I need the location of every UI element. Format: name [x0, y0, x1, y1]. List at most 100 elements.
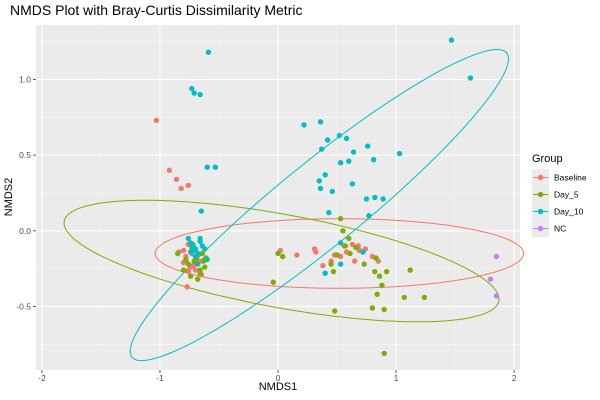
- point-day-5: [421, 294, 428, 301]
- point-day-10: [316, 178, 322, 184]
- point-day-10: [337, 160, 344, 166]
- y-axis-title: NMDS2: [3, 178, 15, 217]
- y-tick-label: -0.5: [16, 301, 31, 311]
- y-tick-label: 0.0: [19, 226, 31, 236]
- point-baseline: [311, 246, 318, 252]
- point-day-10: [205, 49, 212, 55]
- point-day-10: [301, 122, 307, 128]
- point-day-5: [353, 244, 359, 251]
- point-day-5: [401, 294, 407, 301]
- grid-major: [36, 25, 520, 370]
- legend-label-day-10: Day_10: [554, 207, 584, 217]
- point-baseline: [166, 167, 173, 173]
- legend-items: Baseline Day_5 Day_10 NC: [532, 169, 587, 237]
- point-day-10: [349, 181, 356, 187]
- point-day-5: [379, 282, 385, 288]
- point-baseline: [153, 117, 160, 124]
- point-day-10: [192, 253, 199, 260]
- point-day-10: [337, 261, 344, 267]
- point-day-10: [189, 85, 195, 92]
- point-day-5: [185, 261, 191, 267]
- point-day-5: [197, 270, 203, 276]
- point-day-5: [183, 256, 189, 263]
- point-day-5: [332, 308, 338, 314]
- point-day-10: [337, 240, 344, 246]
- point-day-5: [330, 268, 337, 275]
- point-day-5: [270, 279, 276, 285]
- point-day-10: [343, 135, 350, 142]
- point-day-5: [340, 228, 346, 234]
- x-tick-label: -1: [156, 373, 164, 383]
- point-baseline: [180, 247, 187, 254]
- point-day-10: [202, 246, 208, 252]
- point-day-5: [374, 291, 380, 297]
- point-baseline: [192, 267, 199, 273]
- point-day-5: [381, 306, 387, 313]
- y-axis-ticks: -0.5 0.0 0.5 1.0: [16, 74, 36, 311]
- x-axis-title: NMDS1: [259, 381, 298, 393]
- point-day-10: [197, 235, 203, 242]
- ellipse-day-5: [63, 199, 500, 323]
- point-day-5: [328, 261, 334, 267]
- point-day-5: [280, 253, 286, 260]
- point-day-10: [329, 188, 335, 195]
- x-tick-label: 1: [394, 373, 399, 383]
- point-baseline: [185, 182, 191, 189]
- point-day-5: [275, 250, 281, 257]
- legend-point-nc: [537, 225, 544, 232]
- legend-point-baseline: [537, 174, 544, 181]
- point-day-5: [342, 243, 348, 249]
- legend-point-day-5: [537, 191, 544, 198]
- point-day-10: [366, 213, 372, 219]
- point-day-10: [350, 149, 357, 155]
- point-day-10: [319, 146, 325, 152]
- legend-label-baseline: Baseline: [554, 173, 587, 183]
- point-day-5: [175, 250, 181, 257]
- x-tick-label: -2: [38, 373, 46, 383]
- point-day-10: [467, 75, 474, 81]
- point-day-10: [370, 157, 377, 163]
- point-day-10: [336, 132, 343, 139]
- point-day-5: [373, 255, 379, 261]
- point-day-5: [187, 273, 194, 279]
- point-day-10: [363, 196, 370, 202]
- point-day-5: [369, 305, 376, 311]
- point-day-10: [212, 164, 219, 170]
- x-axis-ticks: -2 -1 0 1 2: [38, 370, 517, 383]
- point-day-5: [383, 268, 390, 275]
- point-day-10: [204, 164, 210, 170]
- point-day-5: [202, 264, 208, 270]
- point-day-10: [346, 158, 352, 164]
- point-day-5: [199, 250, 206, 257]
- confidence-ellipses: [63, 48, 525, 362]
- point-day-10: [317, 119, 324, 125]
- point-day-10: [380, 196, 386, 202]
- point-day-5: [407, 267, 413, 273]
- point-day-10: [198, 208, 204, 214]
- point-day-10: [396, 150, 403, 157]
- point-day-10: [191, 90, 197, 96]
- y-tick-label: 0.5: [19, 150, 31, 160]
- point-day-10: [448, 37, 455, 43]
- point-day-5: [337, 216, 344, 222]
- legend-point-day-10: [537, 208, 544, 215]
- point-day-10: [322, 172, 328, 178]
- point-baseline: [294, 252, 300, 258]
- legend-label-day-5: Day_5: [554, 190, 579, 200]
- point-day-5: [191, 258, 197, 264]
- legend: Group Baseline Day_5 Day_10 NC: [532, 153, 587, 237]
- point-baseline: [184, 284, 190, 290]
- point-day-5: [195, 276, 201, 282]
- point-day-10: [322, 270, 328, 276]
- point-nc: [487, 276, 494, 282]
- legend-title: Group: [532, 153, 563, 165]
- point-day-5: [347, 250, 353, 257]
- point-day-10: [204, 256, 210, 263]
- point-day-10: [324, 137, 331, 143]
- point-baseline: [349, 241, 356, 248]
- point-baseline: [320, 262, 326, 269]
- point-day-10: [185, 235, 191, 242]
- point-day-10: [195, 261, 201, 267]
- point-day-10: [190, 247, 196, 254]
